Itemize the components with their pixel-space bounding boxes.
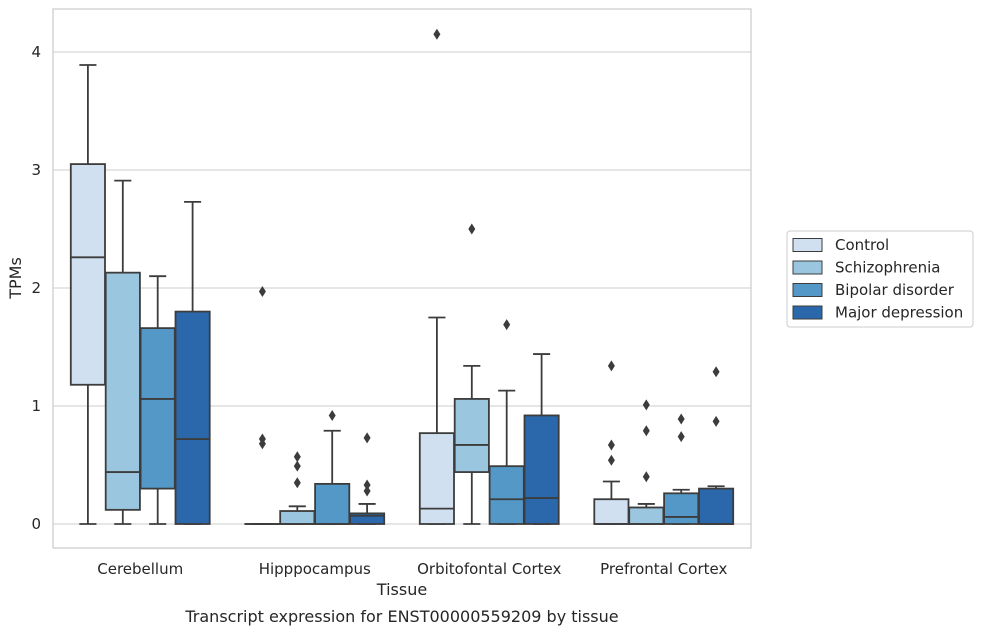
box-2-3: [523, 353, 560, 525]
box-body: [418, 432, 455, 525]
y-tick-label: 3: [31, 161, 41, 179]
legend-label: Schizophrenia: [835, 259, 940, 277]
box-body: [314, 482, 351, 525]
outlier-point: [712, 415, 720, 427]
box-body: [698, 487, 735, 525]
box-body: [69, 163, 106, 386]
outlier-point: [363, 432, 371, 444]
box-0-1: [104, 179, 141, 525]
plot-frame: [52, 8, 752, 549]
legend-label: Major depression: [835, 304, 963, 322]
y-axis-label: TPMs: [6, 257, 25, 300]
outlier-point: [293, 451, 301, 463]
outlier-point: [293, 460, 301, 472]
outlier-point: [642, 471, 650, 483]
outlier-point: [468, 223, 476, 235]
outlier-point: [677, 413, 685, 425]
outlier-point: [642, 425, 650, 437]
outlier-point: [503, 319, 511, 331]
legend-swatch: [792, 260, 823, 275]
outlier-point: [607, 439, 615, 451]
chart-caption: Transcript expression for ENST0000055920…: [184, 607, 618, 626]
outlier-point: [433, 28, 441, 40]
box-body: [593, 498, 630, 525]
x-tick-label: Prefrontal Cortex: [600, 560, 727, 578]
legend-label: Bipolar disorder: [835, 281, 955, 299]
y-tick-label: 2: [31, 279, 41, 297]
box-body: [488, 465, 525, 525]
x-axis-label: Tissue: [376, 580, 427, 599]
box-2-2: [488, 319, 525, 525]
box-3-3: [698, 366, 735, 525]
outlier-point: [677, 431, 685, 443]
box-1-0: [244, 286, 281, 525]
y-tick-label: 4: [31, 43, 41, 61]
legend-swatch: [792, 305, 823, 320]
outlier-point: [363, 479, 371, 491]
box-3-0: [593, 360, 630, 525]
outlier-point: [258, 286, 266, 298]
y-tick-label: 1: [31, 397, 41, 415]
box-body: [104, 271, 141, 511]
box-2-1: [453, 223, 490, 525]
outlier-point: [328, 409, 336, 421]
x-tick-label: Hipppocampus: [259, 560, 371, 578]
box-1-3: [349, 432, 386, 525]
outlier-point: [607, 360, 615, 372]
box-body: [349, 512, 386, 525]
legend-label: Control: [835, 236, 889, 254]
legend-swatch: [792, 238, 823, 252]
outlier-point: [363, 485, 371, 497]
box-1-1: [279, 451, 316, 525]
x-tick-label: Cerebellum: [97, 560, 183, 578]
box-0-3: [174, 200, 211, 525]
box-1-2: [314, 409, 351, 525]
box-body: [139, 327, 176, 490]
box-body: [174, 310, 211, 525]
y-tick-label: 0: [31, 515, 41, 533]
boxes: [69, 28, 735, 525]
outlier-point: [293, 477, 301, 489]
box-body: [628, 506, 665, 525]
legend: Control Schizophrenia Bipolar disorder Majo…: [786, 230, 974, 328]
legend-frame: [786, 230, 974, 328]
outlier-point: [642, 399, 650, 411]
box-0-2: [139, 275, 176, 525]
box-3-1: [628, 399, 665, 525]
box-body: [523, 414, 560, 525]
box-body: [453, 398, 490, 473]
box-body: [279, 510, 316, 525]
outlier-point: [258, 433, 266, 445]
y-axis-ticks: 0 1 2 3 4: [31, 43, 41, 533]
x-tick-label: Orbitofontal Cortex: [417, 560, 561, 578]
x-axis-ticks: Cerebellum Hipppocampus Orbitofontal Corte…: [97, 560, 727, 578]
box-body: [663, 492, 700, 525]
box-3-2: [663, 413, 700, 525]
box-0-0: [69, 64, 106, 525]
outlier-point: [712, 366, 720, 378]
outlier-point: [607, 454, 615, 466]
box-2-0: [418, 28, 455, 525]
legend-swatch: [792, 283, 823, 297]
